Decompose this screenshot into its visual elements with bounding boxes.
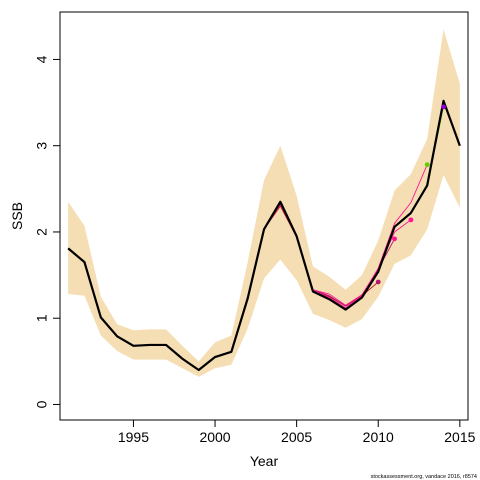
terminal-point-2014 xyxy=(441,104,446,110)
confidence-band-layer xyxy=(68,29,460,377)
y-tick-label-4: 4 xyxy=(34,55,50,63)
x-tick-label-2010: 2010 xyxy=(363,429,394,445)
y-axis-title: SSB xyxy=(9,202,25,230)
x-tick-label-1995: 1995 xyxy=(118,429,149,445)
y-tick-label-1: 1 xyxy=(34,314,50,322)
series-layer xyxy=(67,99,461,372)
x-axis-title: Year xyxy=(250,453,279,469)
x-tick-label-2005: 2005 xyxy=(281,429,312,445)
x-tick-label-2015: 2015 xyxy=(444,429,475,445)
y-tick-label-3: 3 xyxy=(34,142,50,150)
terminal-points-layer xyxy=(375,104,446,285)
terminal-point-2010 xyxy=(375,279,381,285)
y-tick-label-0: 0 xyxy=(34,400,50,408)
credit-text: stockassessment.org, vandace 2016, r8574 xyxy=(371,474,477,480)
y-tick-label-2: 2 xyxy=(34,228,50,236)
x-tick-label-2000: 2000 xyxy=(199,429,230,445)
terminal-point-2011 xyxy=(392,236,397,242)
x-axis: 1995 2000 2005 2010 2015 xyxy=(118,419,476,445)
confidence-band xyxy=(68,29,460,377)
y-axis: 0 1 2 3 4 xyxy=(34,55,61,408)
terminal-point-2013 xyxy=(424,162,430,168)
terminal-point-2012 xyxy=(408,217,414,223)
ssb-main-line xyxy=(67,99,461,372)
